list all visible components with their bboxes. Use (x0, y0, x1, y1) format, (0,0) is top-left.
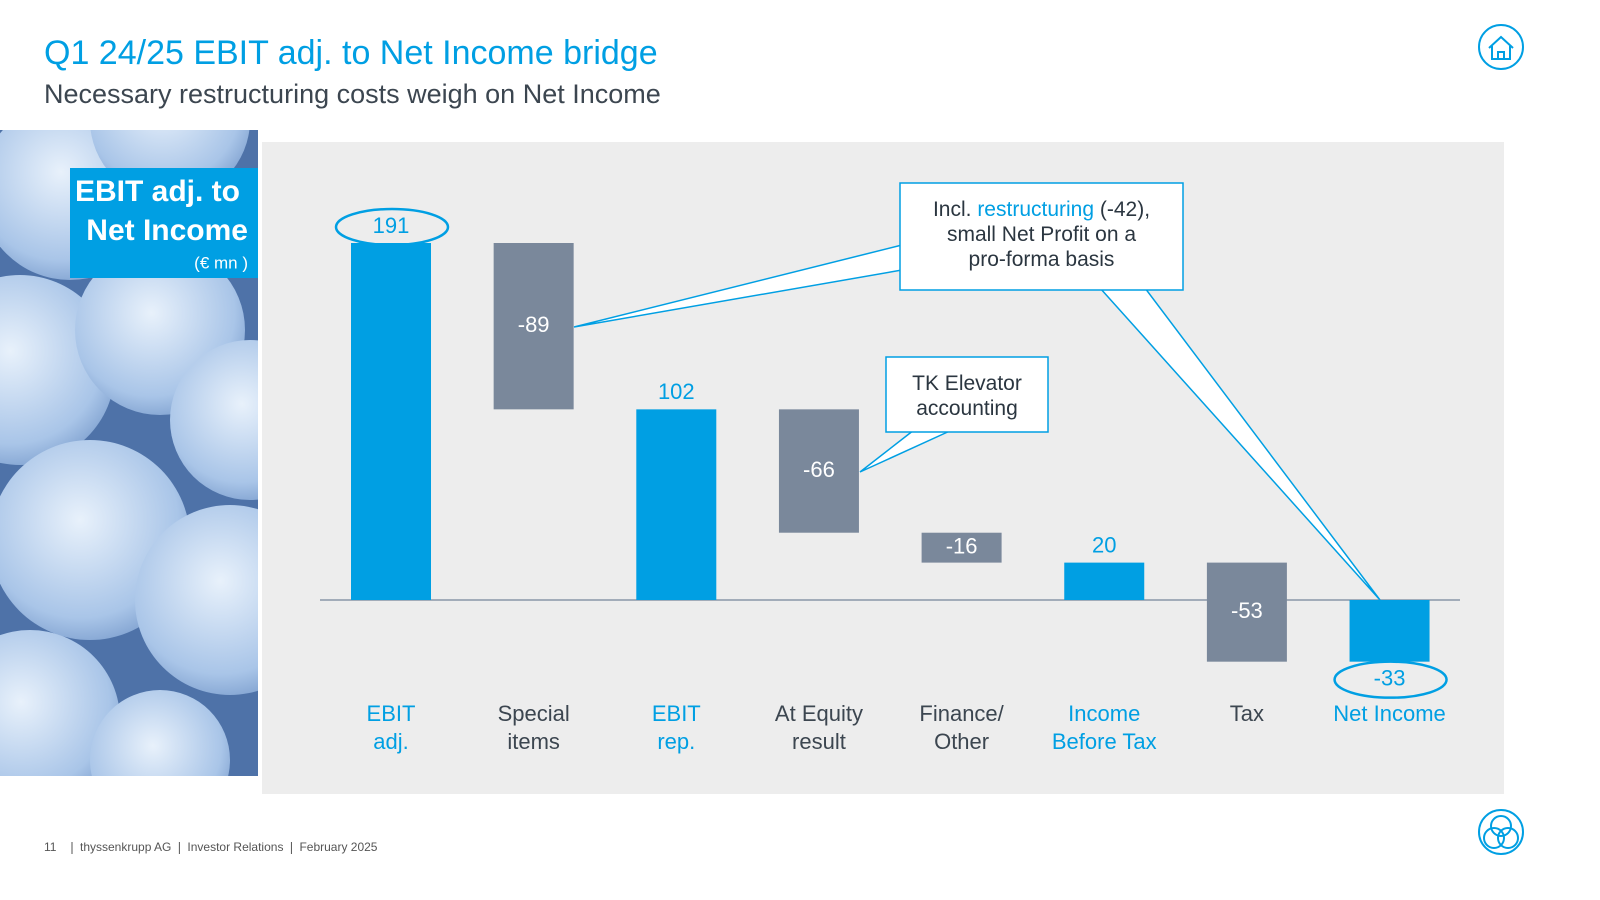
bar (493, 243, 574, 410)
side-title: EBIT adj. to (75, 175, 240, 208)
callout-text: pro-forma basis (969, 248, 1115, 271)
bar (1206, 562, 1287, 662)
highlight-ring (1333, 660, 1448, 699)
value-label: 20 (1092, 532, 1116, 557)
category-label: At Equity (775, 701, 863, 726)
category-label: Income (1068, 701, 1140, 726)
home-icon[interactable] (1478, 24, 1524, 70)
value-label: -89 (518, 312, 550, 337)
chart-bg (262, 142, 1504, 794)
category-label: result (792, 729, 846, 754)
chart: 191 EBIT adj. -89 Special items 102 EBIT rep. -66… (320, 182, 1460, 754)
value-label: -16 (946, 533, 978, 558)
logo (1478, 809, 1524, 855)
category-label: items (507, 729, 560, 754)
footer-item: Investor Relations (187, 840, 283, 854)
subtitle: Necessary restructuring costs weigh on N… (44, 79, 661, 109)
category-label: Finance/ (919, 701, 1004, 726)
callout-text-part: pro-forma basis (969, 248, 1115, 271)
callout-text: TK Elevator (912, 372, 1022, 395)
highlight-ring (334, 207, 450, 247)
value-label: -53 (1231, 598, 1263, 623)
callout-text: small Net Profit on a (947, 223, 1136, 246)
footer-item: February 2025 (299, 840, 377, 854)
value-label: -33 (1374, 665, 1406, 690)
category-label: Net Income (1333, 701, 1446, 726)
category-label: adj. (373, 729, 408, 754)
bar (921, 532, 1002, 563)
value-label: 102 (658, 379, 695, 404)
bar (1349, 600, 1430, 662)
category-label: rep. (657, 729, 695, 754)
callout-box (885, 356, 1049, 433)
callout-text-part: (-42), (1094, 198, 1150, 221)
category-label: Other (934, 729, 989, 754)
callout-text-part: small Net Profit on a (947, 223, 1136, 246)
callout-text: Incl. restructuring (-42), (933, 198, 1150, 221)
side-title: Net Income (86, 214, 248, 247)
callout-text-part: TK Elevator (912, 372, 1022, 395)
category-label: Special (498, 701, 570, 726)
page-number: 11 (44, 840, 57, 854)
bar (778, 409, 859, 533)
value-label: 191 (373, 213, 410, 238)
callout-text-part: accounting (916, 397, 1018, 420)
footer: 11 thyssenkrupp AG Investor Relations Febru… (44, 840, 378, 854)
callout-text-part: Incl. (933, 198, 977, 221)
side-box (70, 168, 258, 278)
bar (1064, 562, 1145, 600)
callout-box (899, 182, 1184, 291)
bar (351, 243, 431, 600)
category-label: Tax (1230, 701, 1264, 726)
callout-text-part: restructuring (977, 198, 1094, 221)
category-label: Before Tax (1052, 729, 1157, 754)
category-label: EBIT (367, 701, 416, 726)
side-unit: (€ mn ) (194, 253, 248, 272)
bar (636, 409, 717, 600)
footer-item: thyssenkrupp AG (80, 840, 171, 854)
title: Q1 24/25 EBIT adj. to Net Income bridge (44, 34, 658, 72)
category-label: EBIT (652, 701, 701, 726)
value-label: -66 (803, 457, 835, 482)
callout-text: accounting (916, 397, 1018, 420)
